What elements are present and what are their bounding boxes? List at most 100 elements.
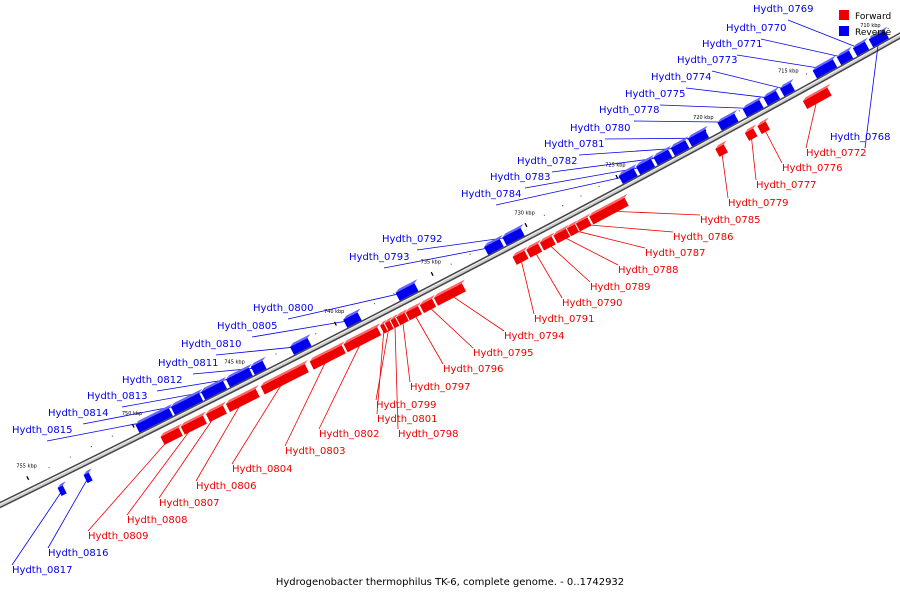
gene-features	[58, 27, 889, 496]
minor-tick	[393, 293, 394, 294]
gene-label-hydth_0796[interactable]: Hydth_0796	[443, 364, 504, 375]
gene-label-hydth_0778[interactable]: Hydth_0778	[599, 105, 660, 116]
gene-block	[715, 144, 728, 157]
minor-tick	[598, 186, 599, 187]
gene-label-hydth_0802[interactable]: Hydth_0802	[319, 429, 380, 440]
minor-tick	[112, 436, 113, 437]
leader-line	[722, 151, 728, 198]
gene-feature-hydth_0796[interactable]	[406, 302, 422, 320]
scale-tick-label: 740 kbp	[324, 309, 344, 315]
gene-label-hydth_0812[interactable]: Hydth_0812	[122, 375, 183, 386]
gene-label-hydth_0809[interactable]: Hydth_0809	[88, 531, 149, 542]
gene-label-hydth_0814[interactable]: Hydth_0814	[48, 408, 109, 419]
gene-label-hydth_0784[interactable]: Hydth_0784	[461, 189, 522, 200]
gene-label-hydth_0810[interactable]: Hydth_0810	[181, 339, 242, 350]
legend-forward-label: Forward	[855, 12, 891, 22]
scale-tick	[27, 476, 29, 480]
gene-label-hydth_0804[interactable]: Hydth_0804	[232, 464, 293, 475]
gene-label-hydth_0779[interactable]: Hydth_0779	[728, 198, 789, 209]
gene-feature-hydth_0777[interactable]	[745, 124, 758, 140]
gene-label-hydth_0786[interactable]: Hydth_0786	[673, 232, 734, 243]
gene-block	[513, 251, 529, 265]
minor-tick	[91, 446, 92, 447]
scale-tick-label: 735 kbp	[421, 259, 441, 265]
gene-block	[757, 122, 770, 134]
gene-label-hydth_0792[interactable]: Hydth_0792	[382, 234, 443, 245]
gene-label-hydth_0772[interactable]: Hydth_0772	[806, 148, 867, 159]
minor-tick	[275, 353, 276, 354]
scale-tick-label: 755 kbp	[16, 463, 36, 469]
gene-label-hydth_0776[interactable]: Hydth_0776	[782, 163, 843, 174]
minor-tick	[315, 333, 316, 334]
leader-line	[609, 211, 700, 215]
gene-label-hydth_0813[interactable]: Hydth_0813	[87, 391, 148, 402]
gene-label-hydth_0771[interactable]: Hydth_0771	[702, 39, 763, 50]
gene-label-hydth_0773[interactable]: Hydth_0773	[677, 55, 738, 66]
gene-label-hydth_0797[interactable]: Hydth_0797	[410, 382, 471, 393]
gene-feature-hydth_0786[interactable]	[576, 213, 592, 231]
gene-label-hydth_0799[interactable]: Hydth_0799	[376, 400, 437, 411]
gene-feature-hydth_0795[interactable]	[420, 295, 436, 313]
gene-feature-hydth_0779[interactable]	[715, 140, 728, 157]
leader-line	[562, 236, 618, 265]
legend-reverse-swatch	[839, 26, 849, 36]
gene-label-hydth_0801[interactable]: Hydth_0801	[377, 414, 438, 425]
gene-label-hydth_0794[interactable]: Hydth_0794	[504, 331, 565, 342]
gene-label-hydth_0785[interactable]: Hydth_0785	[700, 215, 761, 226]
gene-feature-hydth_0789[interactable]	[540, 232, 556, 250]
gene-label-hydth_0791[interactable]: Hydth_0791	[534, 314, 595, 325]
gene-label-hydth_0793[interactable]: Hydth_0793	[349, 252, 410, 263]
gene-label-hydth_0803[interactable]: Hydth_0803	[285, 446, 346, 457]
scale-tick-label: 730 kbp	[514, 210, 534, 216]
gene-feature-hydth_0776[interactable]	[757, 118, 770, 134]
gene-label-hydth_0770[interactable]: Hydth_0770	[726, 23, 787, 34]
gene-label-hydth_0808[interactable]: Hydth_0808	[127, 515, 188, 526]
leader-line	[751, 135, 756, 180]
gene-label-hydth_0789[interactable]: Hydth_0789	[590, 282, 651, 293]
gene-label-hydth_0798[interactable]: Hydth_0798	[398, 429, 459, 440]
leader-line	[48, 478, 88, 548]
gene-label-hydth_0790[interactable]: Hydth_0790	[562, 298, 623, 309]
gene-label-hydth_0788[interactable]: Hydth_0788	[618, 265, 679, 276]
gene-label-hydth_0780[interactable]: Hydth_0780	[570, 123, 631, 134]
gene-label-hydth_0805[interactable]: Hydth_0805	[217, 321, 278, 332]
gene-block	[526, 244, 542, 258]
scale-tick	[525, 223, 527, 227]
gene-label-hydth_0782[interactable]: Hydth_0782	[517, 156, 578, 167]
gene-feature-hydth_0790[interactable]	[526, 240, 542, 258]
gene-label-hydth_0769[interactable]: Hydth_0769	[753, 4, 814, 15]
scale-tick-label: 745 kbp	[224, 360, 244, 366]
gene-feature-hydth_0816[interactable]	[84, 468, 93, 483]
minor-tick	[374, 303, 375, 304]
legend-forward-swatch	[839, 10, 849, 20]
gene-label-hydth_0800[interactable]: Hydth_0800	[253, 303, 314, 314]
gene-label-hydth_0807[interactable]: Hydth_0807	[159, 498, 220, 509]
leader-line	[737, 55, 825, 69]
legend-reverse-label: Reverse	[855, 28, 892, 38]
gene-feature-hydth_0791[interactable]	[513, 247, 529, 265]
gene-label-hydth_0806[interactable]: Hydth_0806	[196, 481, 257, 492]
gene-label-hydth_0815[interactable]: Hydth_0815	[12, 425, 73, 436]
gene-feature-hydth_0785[interactable]	[589, 194, 629, 225]
scale-tick-label: 715 kbp	[778, 69, 798, 75]
minor-tick	[580, 195, 581, 196]
scale-ticks: 710 kbp715 kbp720 kbp725 kbp730 kbp735 k…	[16, 19, 900, 480]
gene-label-hydth_0787[interactable]: Hydth_0787	[645, 248, 706, 259]
scale-tick	[616, 175, 618, 179]
gene-label-hydth_0811[interactable]: Hydth_0811	[158, 358, 219, 369]
gene-label-hydth_0768[interactable]: Hydth_0768	[830, 132, 891, 143]
gene-feature-hydth_0817[interactable]	[58, 481, 67, 496]
gene-label-hydth_0783[interactable]: Hydth_0783	[490, 172, 551, 183]
gene-label-hydth_0774[interactable]: Hydth_0774	[651, 72, 712, 83]
gene-label-hydth_0777[interactable]: Hydth_0777	[756, 180, 817, 191]
minor-tick	[652, 157, 653, 158]
gene-label-hydth_0816[interactable]: Hydth_0816	[48, 548, 109, 559]
gene-label-hydth_0775[interactable]: Hydth_0775	[625, 89, 686, 100]
gene-label-hydth_0817[interactable]: Hydth_0817	[12, 565, 73, 576]
minor-tick	[806, 73, 807, 74]
genome-map: 710 kbp715 kbp720 kbp725 kbp730 kbp735 k…	[0, 0, 900, 600]
gene-label-hydth_0781[interactable]: Hydth_0781	[544, 139, 605, 150]
gene-block	[576, 217, 592, 231]
leader-line	[764, 128, 782, 163]
gene-label-hydth_0795[interactable]: Hydth_0795	[473, 348, 534, 359]
